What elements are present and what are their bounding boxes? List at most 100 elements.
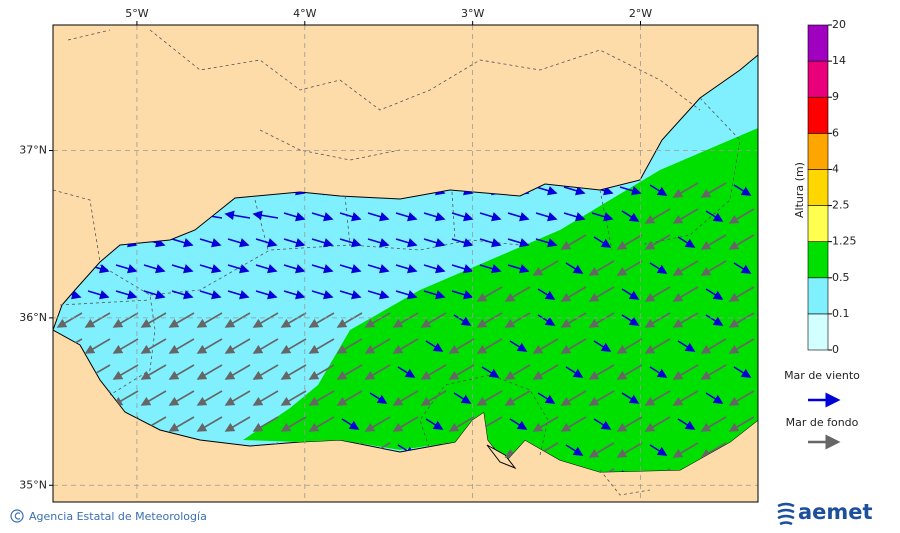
colorbar-segment — [807, 60, 829, 98]
colorbar-label: 0.5 — [832, 271, 850, 284]
wave-arrow — [168, 364, 195, 380]
wave-arrow — [115, 264, 138, 274]
wave-arrow — [140, 312, 167, 328]
wave-arrow — [565, 262, 584, 274]
x-tick-label: 2°W — [629, 7, 652, 20]
legend: Altura (m) 0 0.1 0.5 1.25 2.5 4 6 9 14 20 — [793, 18, 857, 356]
wave-arrow — [507, 264, 530, 274]
wave-arrow — [672, 390, 699, 406]
wave-arrow — [84, 338, 111, 354]
wave-arrow — [616, 338, 643, 354]
wave-arrow — [621, 392, 640, 404]
wave-arrow — [255, 264, 278, 274]
colorbar-label: 6 — [832, 126, 839, 139]
wave-arrow — [311, 264, 334, 274]
wave-arrow — [196, 312, 223, 328]
wave-arrow — [364, 364, 391, 380]
wave-arrow — [451, 212, 474, 222]
wave-arrow — [700, 338, 727, 354]
wave-arrow — [593, 418, 612, 430]
wave-arrow — [283, 212, 306, 222]
wave-arrow — [700, 234, 727, 250]
wave-arrow — [677, 418, 696, 430]
wave-arrow — [728, 234, 755, 250]
wave-arrow — [588, 260, 615, 276]
wave-arrow — [644, 208, 671, 224]
wave-arrow — [479, 238, 502, 248]
wave-arrow — [280, 338, 307, 354]
wave-arrow — [339, 264, 362, 274]
credit: Agencia Estatal de Meteorología — [29, 510, 207, 523]
wave-arrow — [280, 390, 307, 406]
wave-arrow — [395, 212, 418, 222]
wave-arrow — [339, 238, 362, 248]
wave-arrow — [392, 390, 419, 406]
colorbar-segment — [807, 24, 829, 62]
wave-arrow — [392, 416, 419, 432]
wave-arrow — [616, 416, 643, 432]
wave-arrow — [448, 416, 475, 432]
wave-arrow — [672, 208, 699, 224]
wave-arrow — [420, 390, 447, 406]
wave-arrow — [621, 288, 640, 300]
wave-arrow — [336, 364, 363, 380]
wave-arrow — [364, 312, 391, 328]
wave-arrow — [644, 416, 671, 432]
wave-arrow — [283, 238, 306, 248]
colorbar-segment — [807, 241, 829, 279]
wave-arrow — [252, 338, 279, 354]
wave-arrow — [336, 312, 363, 328]
colorbar-segment — [807, 277, 829, 315]
wave-arrow — [199, 264, 222, 274]
wave-arrow — [199, 290, 222, 300]
colorbar-label: 0.1 — [832, 307, 850, 320]
wave-arrow — [453, 314, 472, 326]
wave-arrow — [448, 338, 475, 354]
wave-arrow — [532, 260, 559, 276]
wave-arrow — [168, 416, 195, 432]
wave-arrow — [255, 238, 278, 248]
wave-arrow — [367, 290, 390, 300]
wave-arrow — [311, 290, 334, 300]
wave-arrow — [395, 238, 418, 248]
wave-arrow — [481, 366, 500, 378]
wave-arrow — [535, 186, 558, 196]
wave-arrow — [619, 186, 642, 196]
wave-arrow — [733, 262, 752, 274]
wave-arrow — [537, 288, 556, 300]
wave-arrow — [588, 442, 615, 458]
wave-arrow — [649, 366, 668, 378]
wave-arrow — [588, 312, 615, 328]
wave-arrow — [308, 416, 335, 432]
y-tick-label: 35°N — [19, 478, 47, 491]
wave-arrow — [479, 212, 502, 222]
wave-arrow — [252, 210, 279, 221]
wave-arrow — [341, 418, 360, 430]
wave-arrow — [171, 290, 194, 300]
wave-arrow — [591, 212, 614, 222]
wave-arrow — [476, 286, 503, 302]
wave-arrow — [420, 312, 447, 328]
wave-arrow — [171, 264, 194, 274]
wave-arrow — [507, 212, 530, 222]
wave-arrow — [563, 212, 586, 222]
wave-arrow — [672, 364, 699, 380]
wave-arrow — [339, 212, 362, 222]
wave-arrow — [280, 312, 307, 328]
wave-arrow — [283, 264, 306, 274]
wave-arrow — [672, 442, 699, 458]
wave-arrow — [509, 418, 528, 430]
y-tick-label: 37°N — [19, 144, 47, 157]
colorbar-label: 14 — [832, 54, 846, 67]
wave-arrow — [537, 392, 556, 404]
wave-arrow — [616, 364, 643, 380]
wave-arrow — [227, 264, 250, 274]
wave-arrow — [476, 312, 503, 328]
wave-arrow — [196, 416, 223, 432]
wave-arrow — [56, 312, 83, 328]
colorbar-label: 20 — [832, 18, 846, 31]
colorbar-segment — [807, 205, 829, 242]
wave-arrow — [453, 392, 472, 404]
wave-arrow — [395, 290, 418, 300]
colorbar-segment — [807, 96, 829, 134]
